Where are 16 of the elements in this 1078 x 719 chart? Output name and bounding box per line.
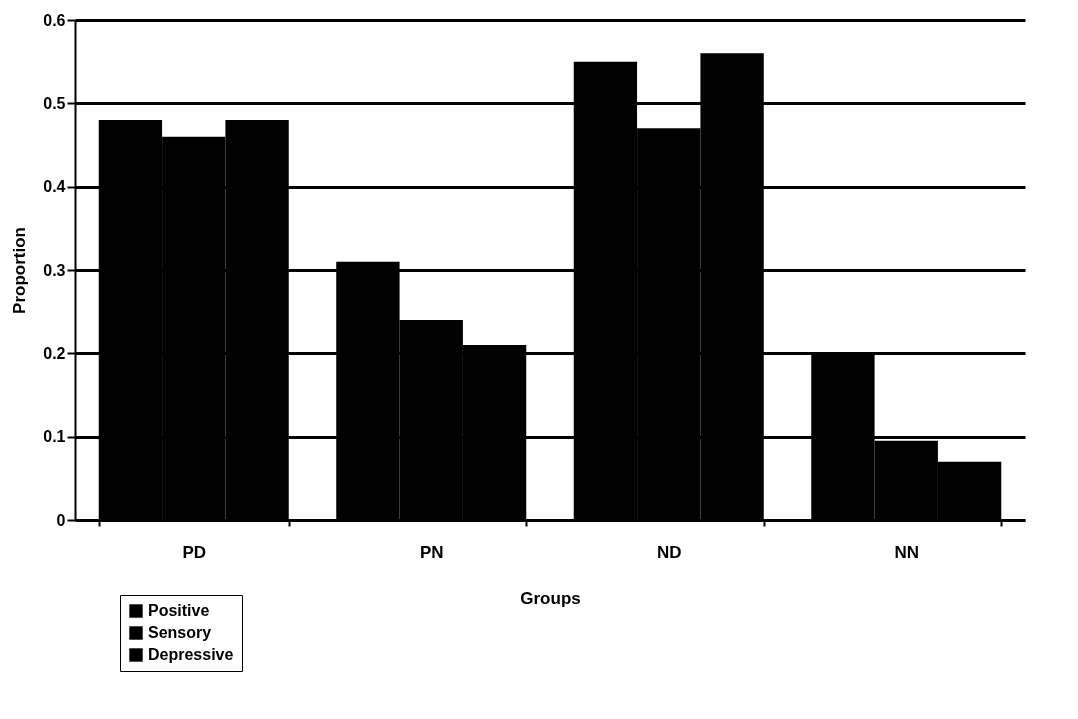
- x-tick-label: ND: [656, 542, 682, 562]
- y-tick-label: 0.4: [43, 178, 66, 196]
- x-tick-label: NN: [894, 542, 920, 562]
- legend-label: Depressive: [148, 646, 234, 663]
- x-tick-label: PN: [419, 542, 444, 562]
- y-tick-label: 0.2: [43, 344, 66, 362]
- y-tick-label: 0: [56, 511, 66, 529]
- y-tick-label: 0.1: [43, 428, 66, 446]
- y-axis-title: Proportion: [10, 227, 30, 314]
- x-tick-label: PD: [182, 542, 207, 562]
- x-axis-title: Groups: [520, 588, 581, 608]
- y-tick-label: 0.3: [43, 261, 66, 279]
- legend-label: Sensory: [148, 624, 212, 641]
- y-tick-label: 0.5: [43, 94, 66, 112]
- legend-label: Positive: [148, 602, 210, 619]
- y-tick-label: 0.6: [43, 11, 66, 29]
